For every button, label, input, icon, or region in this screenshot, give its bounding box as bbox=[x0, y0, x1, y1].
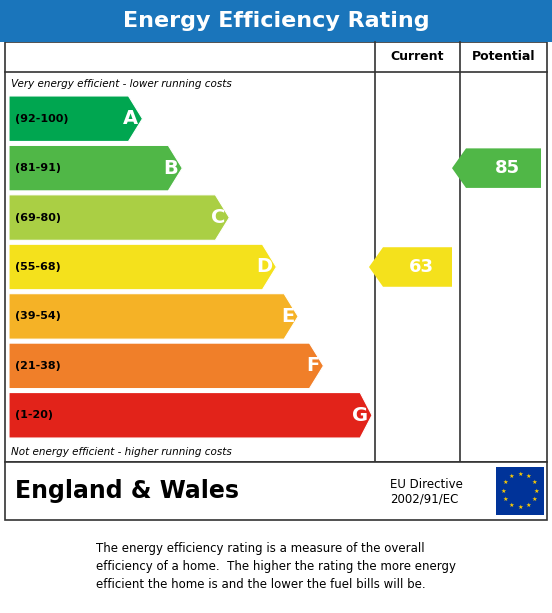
Text: 63: 63 bbox=[409, 258, 434, 276]
Polygon shape bbox=[9, 294, 298, 339]
Polygon shape bbox=[9, 343, 323, 389]
Text: A: A bbox=[123, 109, 139, 128]
Bar bbox=[496, 467, 544, 515]
Text: The energy efficiency rating is a measure of the overall
efficiency of a home.  : The energy efficiency rating is a measur… bbox=[96, 542, 456, 591]
Text: 85: 85 bbox=[495, 159, 520, 177]
Text: (39-54): (39-54) bbox=[15, 311, 61, 321]
Text: 2002/91/EC: 2002/91/EC bbox=[390, 492, 458, 506]
Text: ★: ★ bbox=[501, 489, 507, 493]
Text: (81-91): (81-91) bbox=[15, 163, 61, 173]
Text: D: D bbox=[256, 257, 272, 276]
Text: ★: ★ bbox=[526, 474, 531, 479]
Text: Not energy efficient - higher running costs: Not energy efficient - higher running co… bbox=[11, 447, 232, 457]
Text: EU Directive: EU Directive bbox=[390, 478, 463, 490]
Bar bbox=[5, 462, 547, 520]
Bar bbox=[0, 0, 552, 42]
Text: ★: ★ bbox=[509, 474, 514, 479]
Polygon shape bbox=[452, 148, 541, 188]
Polygon shape bbox=[369, 247, 452, 287]
Text: ★: ★ bbox=[503, 497, 509, 501]
Polygon shape bbox=[9, 195, 229, 240]
Text: B: B bbox=[163, 159, 178, 178]
Polygon shape bbox=[9, 392, 372, 438]
Text: (69-80): (69-80) bbox=[15, 213, 61, 223]
Text: E: E bbox=[281, 307, 294, 326]
Text: ★: ★ bbox=[526, 503, 531, 508]
Text: C: C bbox=[211, 208, 225, 227]
Bar bbox=[5, 42, 547, 462]
Text: ★: ★ bbox=[532, 497, 537, 501]
Text: ★: ★ bbox=[532, 481, 537, 485]
Text: G: G bbox=[352, 406, 368, 425]
Text: F: F bbox=[306, 356, 320, 375]
Polygon shape bbox=[9, 244, 277, 290]
Text: (21-38): (21-38) bbox=[15, 361, 61, 371]
Polygon shape bbox=[9, 145, 182, 191]
Text: (92-100): (92-100) bbox=[15, 114, 68, 124]
Text: (1-20): (1-20) bbox=[15, 410, 53, 421]
Text: Current: Current bbox=[391, 50, 444, 64]
Text: Energy Efficiency Rating: Energy Efficiency Rating bbox=[123, 11, 429, 31]
Text: Very energy efficient - lower running costs: Very energy efficient - lower running co… bbox=[11, 79, 232, 89]
Text: ★: ★ bbox=[517, 472, 523, 477]
Text: England & Wales: England & Wales bbox=[15, 479, 239, 503]
Text: Potential: Potential bbox=[472, 50, 535, 64]
Text: (55-68): (55-68) bbox=[15, 262, 61, 272]
Text: ★: ★ bbox=[503, 481, 509, 485]
Polygon shape bbox=[9, 96, 142, 142]
Text: ★: ★ bbox=[533, 489, 539, 493]
Text: ★: ★ bbox=[509, 503, 514, 508]
Text: ★: ★ bbox=[517, 505, 523, 510]
